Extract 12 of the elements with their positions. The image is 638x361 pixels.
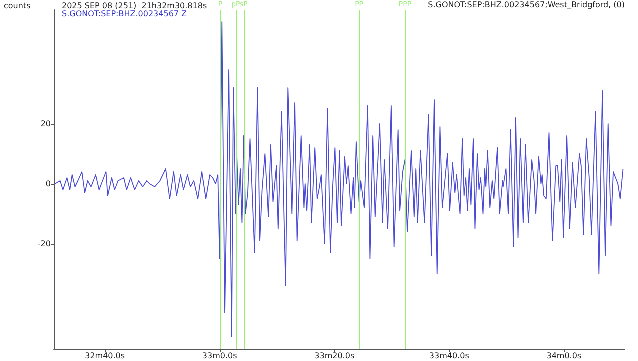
y-axis-title: counts xyxy=(4,2,31,10)
y-tick-label: -20 xyxy=(38,240,51,248)
x-tick-label: 33m20.0s xyxy=(314,352,355,360)
chart-title: 2025 SEP 08 (251) 21h32m30.818s xyxy=(62,2,208,10)
text: S.GONOT:SEP:BHZ.00234567;West_Bridgford, (0) xyxy=(428,0,625,10)
x-tick-label: 33m0.0s xyxy=(202,352,238,360)
y-tick-label: 20 xyxy=(40,120,51,128)
x-tick-label: 34m0.0s xyxy=(546,352,582,360)
y-tick-label: 0 xyxy=(46,180,51,188)
x-tick-label: 33m40.0s xyxy=(429,352,470,360)
x-tick-label: 32m40.0s xyxy=(85,352,126,360)
chart-subtitle: S.GONOT:SEP:BHZ.00234567 Z xyxy=(62,10,188,18)
